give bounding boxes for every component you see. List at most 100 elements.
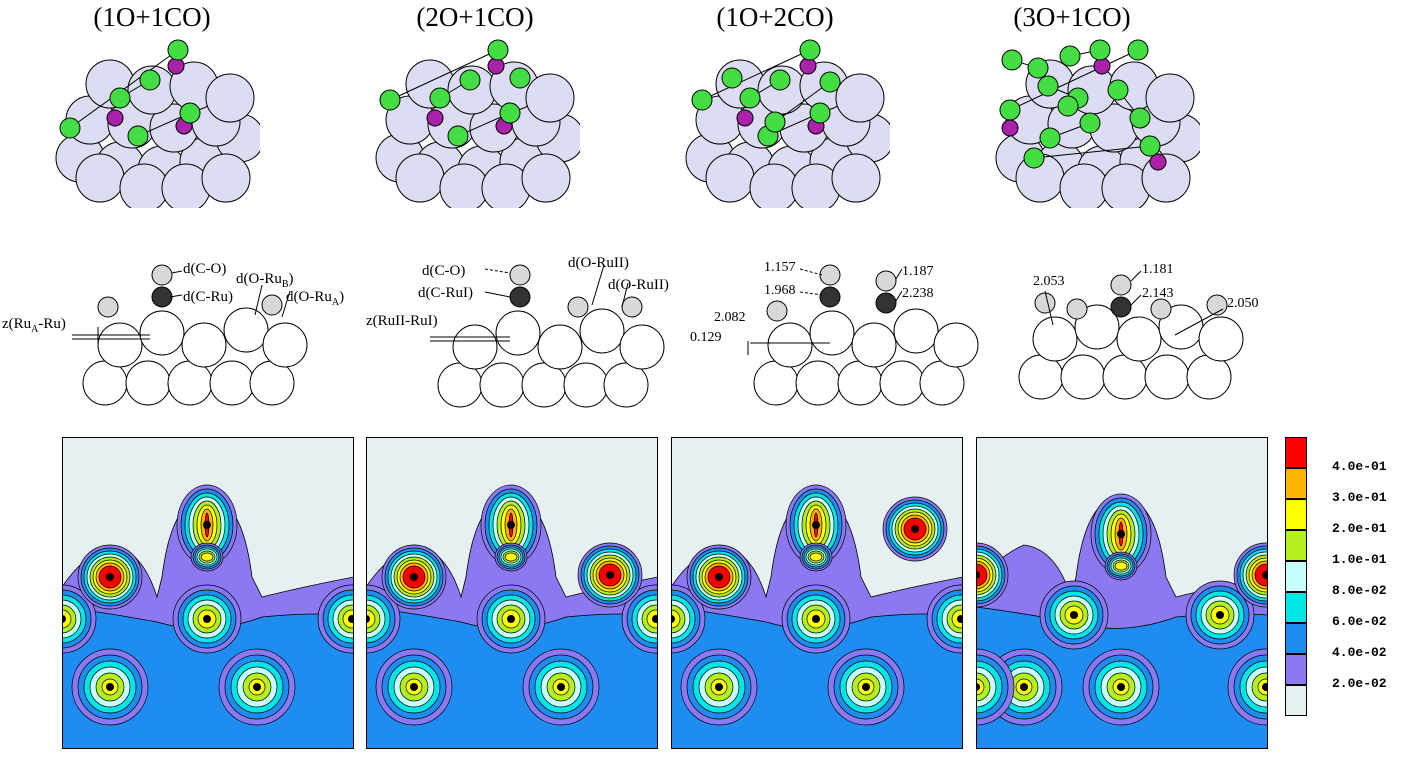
top-view-1 xyxy=(50,38,265,213)
panel-title-4: (3O+1CO) xyxy=(1013,2,1131,32)
ru-atom xyxy=(119,163,169,213)
contour-frame xyxy=(671,437,963,749)
oxygen-atom xyxy=(1129,107,1151,129)
legend-item xyxy=(1285,685,1425,716)
ru-atom xyxy=(201,153,251,203)
label-dco-2: d(C-O) xyxy=(422,263,465,279)
legend-item: 2.0e-02 xyxy=(1285,654,1425,691)
carbon-atom xyxy=(426,109,444,127)
oxygen-atom xyxy=(1027,57,1049,79)
oxygen-atom xyxy=(109,87,131,109)
top-view-2 xyxy=(370,38,585,213)
oxygen-atom xyxy=(139,69,161,91)
panel-title-3: (1O+2CO) xyxy=(716,2,834,32)
legend-item: 8.0e-02 xyxy=(1285,561,1425,598)
oxygen-atom xyxy=(819,71,841,93)
contour-o-blob xyxy=(976,563,988,587)
legend-swatch xyxy=(1285,530,1307,561)
label-p3-a: 1.157 xyxy=(764,260,796,275)
carbon-atom xyxy=(736,109,754,127)
oxygen-atom xyxy=(1037,75,1059,97)
top-view-4 xyxy=(990,38,1205,213)
atom-center-dot xyxy=(715,573,723,581)
contour-frame xyxy=(976,437,1268,749)
label-dcru-2: d(C-RuI) xyxy=(418,285,473,301)
legend-label: 8.0e-02 xyxy=(1332,583,1387,598)
atom-center-dot xyxy=(1117,530,1125,538)
legend-item: 6.0e-02 xyxy=(1285,592,1425,629)
oxygen-atom xyxy=(59,117,81,139)
contour-frame xyxy=(62,437,354,749)
legend-label: 4.0e-01 xyxy=(1332,459,1387,474)
atom-center-dot xyxy=(203,521,211,529)
contour-map-1 xyxy=(62,437,354,749)
contour-ru-blob xyxy=(62,609,72,629)
carbon-atom xyxy=(799,57,817,75)
label-dco-1: d(C-O) xyxy=(183,261,226,277)
atom-center-dot xyxy=(253,683,261,691)
oxygen-atom xyxy=(1139,135,1161,157)
oxygen-atom xyxy=(1107,79,1129,101)
legend-item: 1.0e-01 xyxy=(1285,530,1425,567)
oxygen-atom xyxy=(1127,39,1149,61)
label-doru-a-1: d(O-RuA) xyxy=(286,289,344,308)
legend-swatch xyxy=(1285,468,1307,499)
top-view-3 xyxy=(680,38,895,213)
oxygen-atom xyxy=(999,99,1021,121)
oxygen-atom xyxy=(799,39,821,61)
oxygen-atom xyxy=(739,87,761,109)
atom-center-dot xyxy=(348,615,354,623)
label-p4-b: 1.181 xyxy=(1142,262,1174,277)
atom-center-dot xyxy=(1262,571,1268,579)
legend-swatch xyxy=(1285,592,1307,623)
label-doru2-2: d(O-RuII) xyxy=(608,277,669,293)
atom-center-dot xyxy=(106,573,114,581)
ru-atom xyxy=(705,153,755,203)
carbon-atom xyxy=(487,57,505,75)
ru-atom xyxy=(75,153,125,203)
atom-center-dot xyxy=(957,615,963,623)
legend-swatch xyxy=(1285,499,1307,530)
legend-item: 3.0e-01 xyxy=(1285,468,1425,505)
contour-map-2 xyxy=(366,437,658,749)
oxygen-atom xyxy=(1001,49,1023,71)
atom-center-dot xyxy=(812,615,820,623)
atom-center-dot xyxy=(203,615,211,623)
oxygen-atom xyxy=(1023,147,1045,169)
oxygen-atom xyxy=(721,67,743,89)
oxygen-atom xyxy=(764,111,786,133)
ru-atom xyxy=(439,163,489,213)
carbon-atom xyxy=(1093,57,1111,75)
oxygen-atom xyxy=(487,39,509,61)
ru-atom xyxy=(831,153,881,203)
side-view-3: 1.157 1.968 2.082 0.129 1.187 2.238 xyxy=(690,245,979,415)
legend-item: 4.0e-01 xyxy=(1285,437,1425,474)
contour-c-blob xyxy=(809,552,823,562)
atom-center-dot xyxy=(911,525,919,533)
label-doru-b-1: d(O-RuB) xyxy=(236,271,294,290)
ru-atom xyxy=(205,73,255,123)
legend-swatch xyxy=(1285,685,1307,716)
atom-center-dot xyxy=(1262,683,1268,691)
label-p4-d: 2.050 xyxy=(1227,296,1259,311)
atom-center-dot xyxy=(410,683,418,691)
label-p4-c: 2.143 xyxy=(1142,286,1174,301)
oxygen-atom xyxy=(809,102,831,124)
legend-swatch xyxy=(1285,561,1307,592)
legend-swatch xyxy=(1285,623,1307,654)
atom-center-dot xyxy=(1117,683,1125,691)
carbon-atom xyxy=(167,57,185,75)
legend-label: 1.0e-01 xyxy=(1332,552,1387,567)
contour-map-3 xyxy=(671,437,963,749)
carbon-atom xyxy=(1149,153,1167,171)
atom-center-dot xyxy=(410,573,418,581)
oxygen-atom xyxy=(179,102,201,124)
side-view-1: d(C-O) d(C-Ru) d(O-RuB) d(O-RuA) z(RuA-R… xyxy=(0,245,344,415)
label-z-1: z(RuA-Ru) xyxy=(2,316,66,335)
contour-ru-blob xyxy=(366,609,376,629)
label-p3-d: 0.129 xyxy=(690,330,722,345)
contour-c-blob xyxy=(504,552,518,562)
oxygen-atom xyxy=(167,39,189,61)
atom-center-dot xyxy=(557,683,565,691)
oxygen-atom xyxy=(447,125,469,147)
